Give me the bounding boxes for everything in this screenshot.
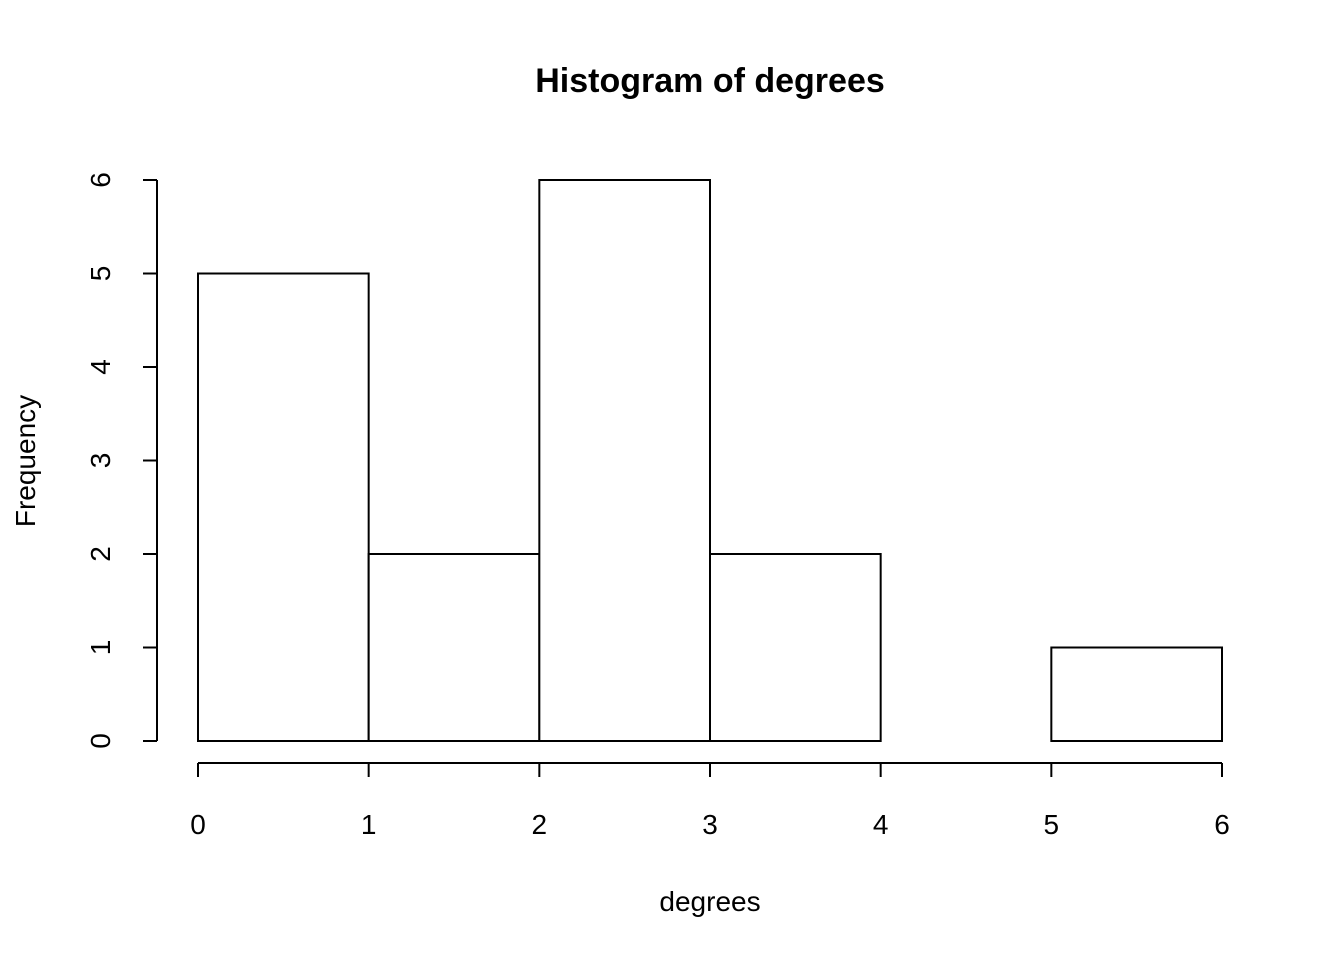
x-axis-label: degrees [659,886,760,917]
y-tick-label: 3 [85,453,116,469]
bar [709,553,882,742]
bar [197,272,370,742]
x-tick-label: 5 [1044,809,1060,840]
y-tick-label: 4 [85,359,116,375]
x-tick-label: 2 [532,809,548,840]
y-tick-label: 5 [85,266,116,282]
x-tick-label: 0 [190,809,206,840]
x-tick-label: 1 [361,809,377,840]
bar [538,179,711,742]
bar [367,553,541,742]
y-tick-label: 0 [85,733,116,749]
bar [1050,646,1224,742]
y-tick-label: 1 [85,640,116,656]
x-tick-label: 6 [1214,809,1230,840]
x-tick-label: 4 [873,809,889,840]
y-tick-label: 2 [85,546,116,562]
x-tick-label: 3 [702,809,718,840]
y-axis-label: Frequency [10,395,41,527]
y-tick-label: 6 [85,172,116,188]
chart-title: Histogram of degrees [535,62,885,100]
